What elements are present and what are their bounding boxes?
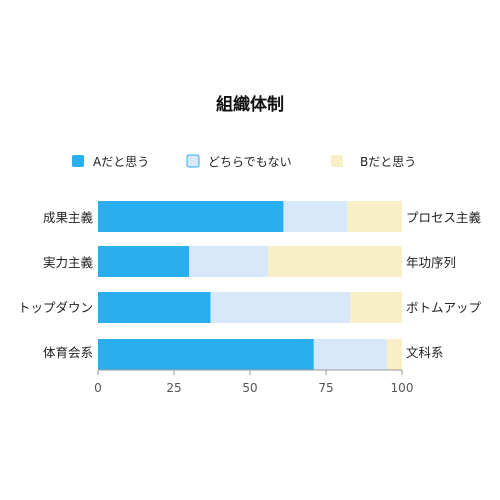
category-label-left: 成果主義 [43,210,94,225]
bar-segment-b [350,292,402,323]
x-tick-label: 50 [242,381,257,395]
bar-segment-a [98,201,284,232]
x-tick-label: 100 [391,381,414,395]
bar-group [98,201,402,370]
bar-segment-b [268,246,402,277]
legend-label-b: Bだと思う [360,155,416,169]
category-label-right: ボトムアップ [406,300,482,315]
bar-segment-a [98,292,211,323]
bar-segment-b [347,201,402,232]
bar-segment-neutral [189,246,269,277]
legend-swatch-b [331,155,343,167]
chart-title: 組織体制 [216,94,284,115]
category-label-right: 文科系 [406,345,444,360]
x-tick-label: 75 [318,381,333,395]
bar-segment-a [98,339,314,370]
bar-segment-neutral [210,292,351,323]
category-label-left: 実力主義 [43,255,94,270]
category-label-right: プロセス主義 [406,210,482,225]
legend-swatch-neutral [186,154,200,168]
bar-segment-neutral [313,339,387,370]
category-label-left: 体育会系 [43,345,93,360]
category-label-left: トップダウン [18,300,93,315]
x-axis-ticks: 0 25 50 75 100 [94,370,413,395]
bar-segment-b [386,339,402,370]
x-tick-label: 25 [166,381,181,395]
category-labels-left: 成果主義 実力主義 トップダウン 体育会系 [18,210,94,360]
legend: Aだと思う どちらでもない Bだと思う [72,154,416,169]
bar-segment-neutral [283,201,348,232]
x-tick-label: 0 [94,381,102,395]
category-labels-right: プロセス主義 年功序列 ボトムアップ 文科系 [406,210,482,360]
bar-segment-a [98,246,190,277]
legend-label-neutral: どちらでもない [208,155,292,169]
legend-swatch-a [72,155,84,167]
legend-label-a: Aだと思う [93,155,149,169]
category-label-right: 年功序列 [406,255,456,270]
